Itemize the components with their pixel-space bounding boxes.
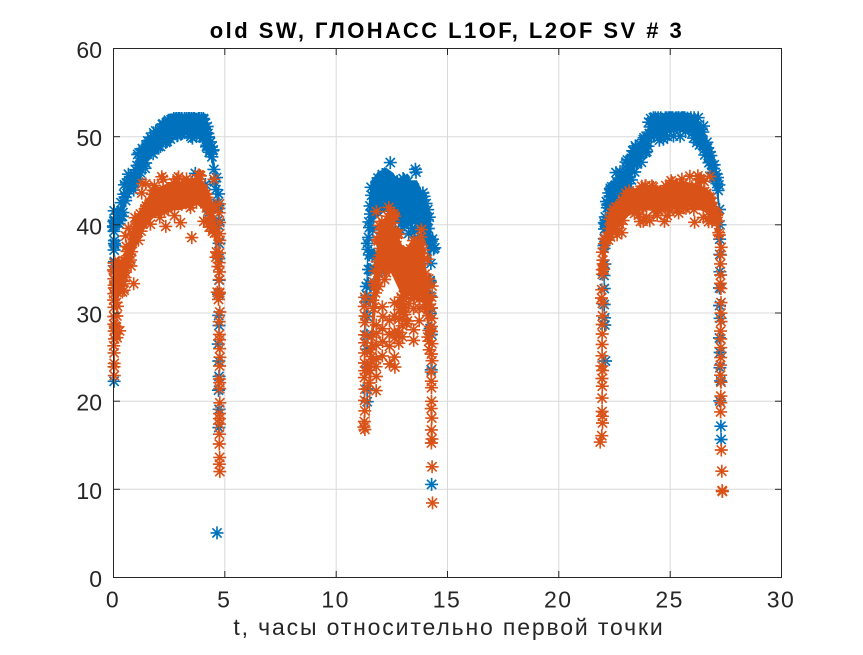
svg-text:0: 0 bbox=[106, 587, 120, 613]
svg-text:30: 30 bbox=[76, 302, 102, 328]
svg-text:t, часы относительно первой то: t, часы относительно первой точки bbox=[233, 614, 664, 640]
svg-text:20: 20 bbox=[544, 587, 573, 613]
svg-text:20: 20 bbox=[76, 390, 102, 416]
svg-text:15: 15 bbox=[433, 587, 462, 613]
svg-text:30: 30 bbox=[767, 587, 796, 613]
svg-text:0: 0 bbox=[89, 566, 102, 592]
svg-text:10: 10 bbox=[76, 478, 102, 504]
svg-text:60: 60 bbox=[76, 37, 102, 63]
svg-text:50: 50 bbox=[76, 125, 102, 151]
svg-text:25: 25 bbox=[655, 587, 684, 613]
svg-text:5: 5 bbox=[217, 587, 231, 613]
svg-text:old SW, ГЛОНАСС L1OF, L2OF SV: old SW, ГЛОНАСС L1OF, L2OF SV # 3 bbox=[210, 18, 684, 43]
svg-text:10: 10 bbox=[321, 587, 350, 613]
svg-text:40: 40 bbox=[76, 213, 102, 239]
